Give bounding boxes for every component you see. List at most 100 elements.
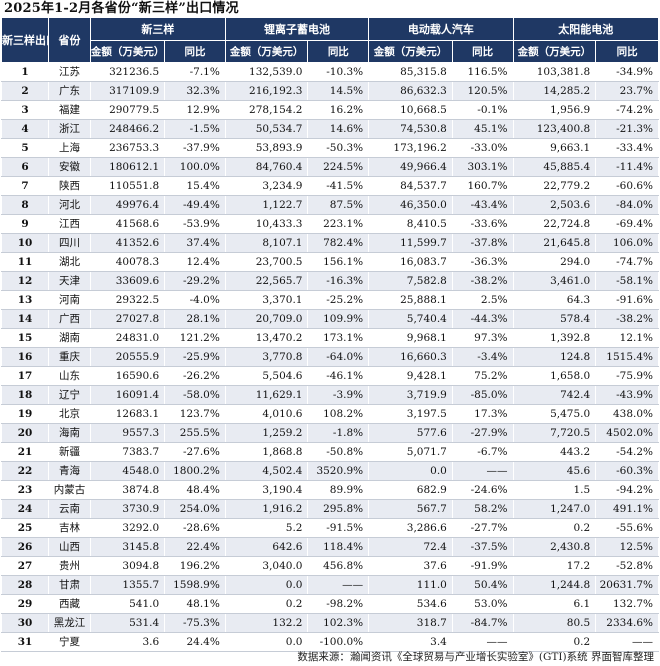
solar-cell-amount-cell: 5,475.0: [512, 404, 597, 424]
lithium-battery-yoy-cell: 108.2%: [307, 404, 370, 424]
header-province: 省份: [48, 18, 91, 63]
table-row: 1 江苏 321236.5 -7.1% 132,539.0 -10.3% 85,315.8 1…: [0, 62, 659, 82]
lithium-battery-yoy-cell: ——: [307, 575, 370, 595]
province-cell: 天津: [48, 271, 91, 291]
solar-cell-amount-cell: 103,381.8: [512, 62, 597, 82]
electric-vehicle-amount-cell: 84,537.7: [368, 176, 453, 196]
lithium-battery-yoy-cell: -50.8%: [307, 442, 370, 462]
solar-cell-yoy-cell: -33.4%: [595, 138, 659, 158]
electric-vehicle-yoy-cell: -84.7%: [451, 613, 514, 633]
lithium-battery-amount-cell: 3,040.0: [224, 556, 309, 576]
electric-vehicle-yoy-cell: -36.3%: [451, 252, 514, 272]
new-three-amount-cell: 7383.7: [89, 442, 166, 462]
solar-cell-yoy-cell: -91.6%: [595, 290, 659, 310]
electric-vehicle-yoy-cell: ——: [451, 461, 514, 481]
province-cell: 福建: [48, 100, 91, 120]
new-three-amount-cell: 16590.6: [89, 366, 166, 386]
province-cell: 黑龙江: [48, 613, 91, 633]
rank-cell: 13: [0, 290, 50, 310]
electric-vehicle-yoy-cell: -91.9%: [451, 556, 514, 576]
lithium-battery-yoy-cell: 109.9%: [307, 309, 370, 329]
table-row: 19 北京 12683.1 123.7% 4,010.6 108.2% 3,197.5 17.…: [0, 404, 659, 424]
lithium-battery-amount-cell: 5.2: [224, 518, 309, 538]
table-row: 6 安徽 180612.1 100.0% 84,760.4 224.5% 49,966.4 3…: [0, 157, 659, 177]
solar-cell-amount-cell: 1,247.0: [512, 499, 597, 519]
table-row: 4 浙江 248466.2 -1.5% 50,534.7 14.6% 74,530.8 45.…: [0, 119, 659, 139]
table-row: 17 山东 16590.6 -26.2% 5,504.6 -46.1% 9,428.1 75.…: [0, 366, 659, 386]
solar-cell-amount-cell: 2,430.8: [512, 537, 597, 557]
electric-vehicle-amount-cell: 577.6: [368, 423, 453, 443]
electric-vehicle-amount-cell: 85,315.8: [368, 62, 453, 82]
lithium-battery-yoy-cell: -10.3%: [307, 62, 370, 82]
electric-vehicle-yoy-cell: -0.1%: [451, 100, 514, 120]
electric-vehicle-yoy-cell: 97.3%: [451, 328, 514, 348]
new-three-yoy-cell: -1.5%: [164, 119, 226, 139]
new-three-yoy-cell: 254.0%: [164, 499, 226, 519]
electric-vehicle-amount-cell: 111.0: [368, 575, 453, 595]
lithium-battery-yoy-cell: -41.5%: [307, 176, 370, 196]
electric-vehicle-yoy-cell: -6.7%: [451, 442, 514, 462]
electric-vehicle-yoy-cell: 53.0%: [451, 594, 514, 614]
solar-cell-yoy-cell: -34.9%: [595, 62, 659, 82]
lithium-battery-amount-cell: 1,868.8: [224, 442, 309, 462]
solar-cell-yoy-cell: -58.1%: [595, 271, 659, 291]
electric-vehicle-amount-cell: 25,888.1: [368, 290, 453, 310]
electric-vehicle-yoy-cell: 50.4%: [451, 575, 514, 595]
rank-cell: 14: [0, 309, 50, 329]
province-cell: 山西: [48, 537, 91, 557]
rank-cell: 28: [0, 575, 50, 595]
electric-vehicle-yoy-cell: 120.5%: [451, 81, 514, 101]
table-row: 12 天津 33609.6 -29.2% 22,565.7 -16.3% 7,582.8 -3…: [0, 271, 659, 291]
solar-cell-yoy-cell: 438.0%: [595, 404, 659, 424]
rank-cell: 9: [0, 214, 50, 234]
electric-vehicle-yoy-cell: -33.6%: [451, 214, 514, 234]
lithium-battery-amount-cell: 132,539.0: [224, 62, 309, 82]
header-rank: 新三样出口额排名: [0, 18, 50, 63]
solar-cell-yoy-cell: -75.9%: [595, 366, 659, 386]
electric-vehicle-yoy-cell: -85.0%: [451, 385, 514, 405]
new-three-amount-cell: 541.0: [89, 594, 166, 614]
new-three-amount-cell: 9557.3: [89, 423, 166, 443]
lithium-battery-amount-cell: 3,370.1: [224, 290, 309, 310]
solar-cell-amount-cell: 2,503.6: [512, 195, 597, 215]
rank-cell: 11: [0, 252, 50, 272]
new-three-amount-cell: 3730.9: [89, 499, 166, 519]
province-cell: 江西: [48, 214, 91, 234]
lithium-battery-yoy-cell: -3.9%: [307, 385, 370, 405]
table-row: 18 辽宁 16091.4 -58.0% 11,629.1 -3.9% 3,719.9 -85…: [0, 385, 659, 405]
rank-cell: 16: [0, 347, 50, 367]
lithium-battery-amount-cell: 0.0: [224, 575, 309, 595]
table-row: 10 四川 41352.6 37.4% 8,107.1 782.4% 11,599.7 -37…: [0, 233, 659, 253]
lithium-battery-amount-cell: 278,154.2: [224, 100, 309, 120]
province-cell: 青海: [48, 461, 91, 481]
table-row: 23 内蒙古 3874.8 48.4% 3,190.4 89.9% 682.9 -24.6% 1…: [0, 480, 659, 500]
electric-vehicle-yoy-cell: -27.9%: [451, 423, 514, 443]
header-group-new-three: 新三样: [89, 18, 226, 41]
new-three-amount-cell: 40078.3: [89, 252, 166, 272]
solar-cell-amount-cell: 294.0: [512, 252, 597, 272]
rank-cell: 29: [0, 594, 50, 614]
solar-cell-amount-cell: 9,663.1: [512, 138, 597, 158]
new-three-amount-cell: 321236.5: [89, 62, 166, 82]
electric-vehicle-yoy-cell: -38.2%: [451, 271, 514, 291]
new-three-amount-cell: 3292.0: [89, 518, 166, 538]
lithium-battery-amount-cell: 11,629.1: [224, 385, 309, 405]
rank-cell: 2: [0, 81, 50, 101]
new-three-yoy-cell: 1598.9%: [164, 575, 226, 595]
rank-cell: 8: [0, 195, 50, 215]
solar-cell-amount-cell: 0.2: [512, 632, 597, 652]
new-three-yoy-cell: 28.1%: [164, 309, 226, 329]
lithium-battery-amount-cell: 1,122.7: [224, 195, 309, 215]
table-row: 9 江西 41568.6 -53.9% 10,433.3 223.1% 8,410.5 -33…: [0, 214, 659, 234]
table-row: 13 河南 29322.5 -4.0% 3,370.1 -25.2% 25,888.1 2.5…: [0, 290, 659, 310]
solar-cell-yoy-cell: 491.1%: [595, 499, 659, 519]
solar-cell-amount-cell: 80.5: [512, 613, 597, 633]
solar-cell-yoy-cell: -21.3%: [595, 119, 659, 139]
header-amount: 金额（万美元）: [224, 40, 309, 63]
new-three-amount-cell: 41568.6: [89, 214, 166, 234]
province-cell: 贵州: [48, 556, 91, 576]
province-cell: 江苏: [48, 62, 91, 82]
solar-cell-amount-cell: 64.3: [512, 290, 597, 310]
solar-cell-yoy-cell: -43.9%: [595, 385, 659, 405]
province-cell: 辽宁: [48, 385, 91, 405]
